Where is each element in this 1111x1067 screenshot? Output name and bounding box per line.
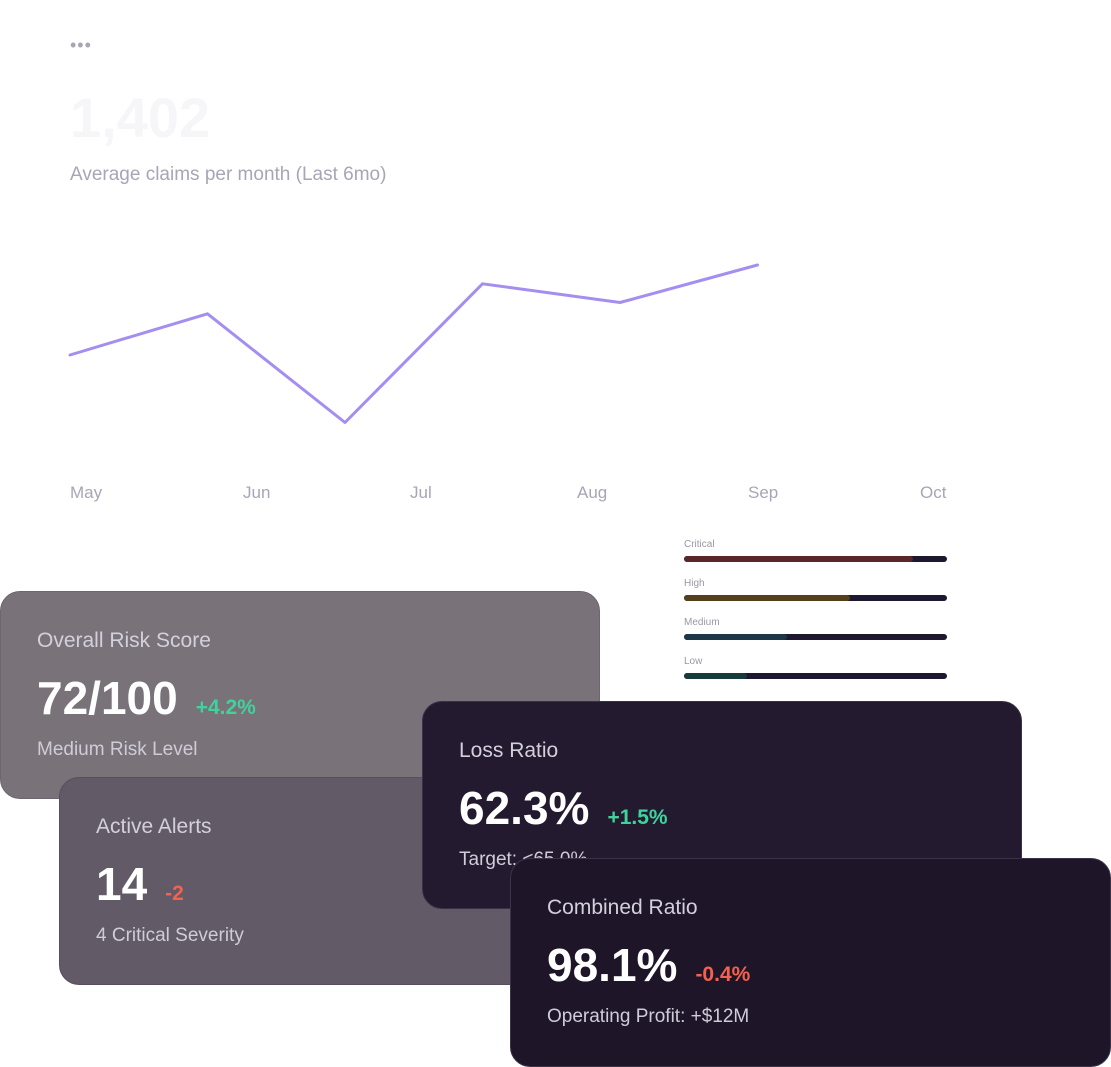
card-value: 72/100 bbox=[37, 672, 178, 724]
x-axis-ticks: May Jun Jul Aug Sep Oct bbox=[70, 483, 947, 502]
severity-bar-high: High bbox=[684, 578, 947, 601]
combined-ratio-card[interactable]: Combined Ratio 98.1% -0.4% Operating Pro… bbox=[510, 858, 1111, 1067]
card-subtitle: Medium Risk Level bbox=[37, 739, 198, 760]
x-tick-label: Aug bbox=[577, 483, 607, 502]
severity-track bbox=[684, 595, 947, 601]
card-value: 14 bbox=[96, 858, 148, 910]
x-tick-label: Jul bbox=[410, 483, 432, 502]
severity-bar-low: Low bbox=[684, 656, 947, 679]
card-delta: -0.4% bbox=[695, 963, 751, 986]
card-title: Loss Ratio bbox=[459, 739, 559, 762]
severity-track bbox=[684, 634, 947, 640]
chart-title: Average claims per month (Last 6mo) bbox=[70, 164, 387, 185]
severity-label: High bbox=[684, 578, 705, 589]
card-value: 98.1% bbox=[547, 939, 678, 991]
series-line bbox=[68, 263, 759, 424]
severity-fill bbox=[684, 556, 913, 562]
card-delta: -2 bbox=[165, 882, 184, 905]
card-title: Active Alerts bbox=[96, 815, 212, 838]
severity-fill bbox=[684, 634, 787, 640]
card-subtitle: 4 Critical Severity bbox=[96, 925, 244, 946]
severity-track bbox=[684, 673, 947, 679]
severity-bar-medium: Medium bbox=[684, 617, 947, 640]
card-delta: +1.5% bbox=[607, 806, 668, 829]
x-tick-label: Sep bbox=[748, 483, 778, 502]
x-tick-label: Oct bbox=[920, 483, 947, 502]
card-value: 62.3% bbox=[459, 782, 590, 834]
claims-line-chart: May Jun Jul Aug Sep Oct bbox=[68, 263, 947, 502]
severity-label: Medium bbox=[684, 617, 720, 628]
metric-value: 1,402 bbox=[70, 86, 211, 149]
x-tick-label: Jun bbox=[243, 483, 270, 502]
card-title: Combined Ratio bbox=[547, 896, 698, 919]
severity-fill bbox=[684, 595, 850, 601]
risk-score-card[interactable]: Overall Risk Score 72/100 +4.2% Medium R… bbox=[0, 591, 600, 799]
severity-track bbox=[684, 556, 947, 562]
severity-fill bbox=[684, 673, 748, 679]
severity-bar-critical: Critical bbox=[684, 539, 947, 562]
more-horizontal-icon[interactable]: ••• bbox=[70, 35, 92, 55]
card-delta: +4.2% bbox=[195, 696, 256, 719]
card-title: Overall Risk Score bbox=[37, 629, 211, 652]
severity-label: Low bbox=[684, 656, 703, 667]
severity-label: Critical bbox=[684, 539, 715, 550]
x-tick-label: May bbox=[70, 483, 103, 502]
card-subtitle: Operating Profit: +$12M bbox=[547, 1006, 750, 1027]
